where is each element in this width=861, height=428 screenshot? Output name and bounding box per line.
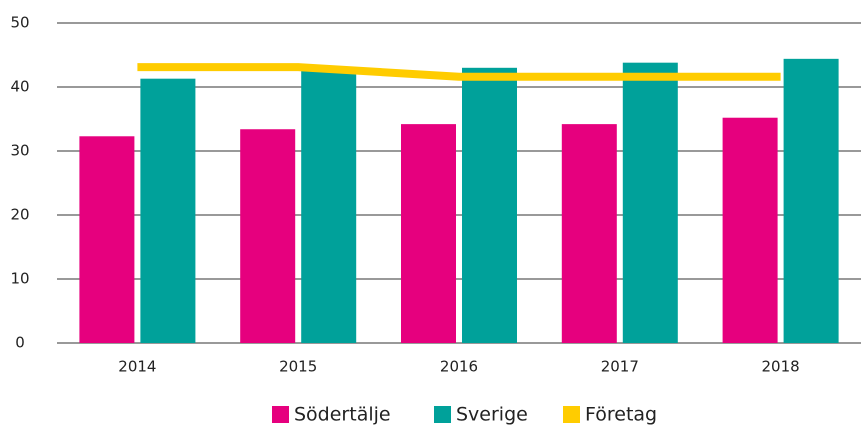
y-tick-label: 30 [10, 142, 29, 160]
bar [401, 124, 456, 344]
x-tick-label: 2015 [279, 358, 317, 376]
bar [622, 62, 678, 344]
legend-label: Sverige [456, 404, 528, 426]
x-tick-label: 2017 [601, 358, 639, 376]
y-tick-label: 20 [10, 206, 29, 224]
legend-label: Södertälje [294, 404, 391, 426]
bar [79, 136, 135, 343]
y-tick-label: 40 [10, 78, 29, 96]
legend-swatch [272, 406, 289, 423]
bar [140, 78, 196, 344]
bar [462, 67, 517, 344]
line [137, 63, 781, 81]
y-tick-label: 50 [10, 14, 29, 32]
legend-swatch [434, 406, 451, 423]
y-tick-label: 10 [10, 270, 29, 288]
x-tick-label: 2014 [118, 358, 156, 376]
y-tick-label: 0 [15, 334, 25, 352]
bar [561, 124, 617, 344]
legend-label: Företag [585, 404, 657, 426]
bar [240, 129, 296, 343]
bar [783, 58, 839, 344]
legend-swatch [563, 406, 580, 423]
bar [722, 117, 778, 343]
x-tick-label: 2016 [440, 358, 478, 376]
bar [301, 71, 357, 343]
x-tick-label: 2018 [762, 358, 800, 376]
